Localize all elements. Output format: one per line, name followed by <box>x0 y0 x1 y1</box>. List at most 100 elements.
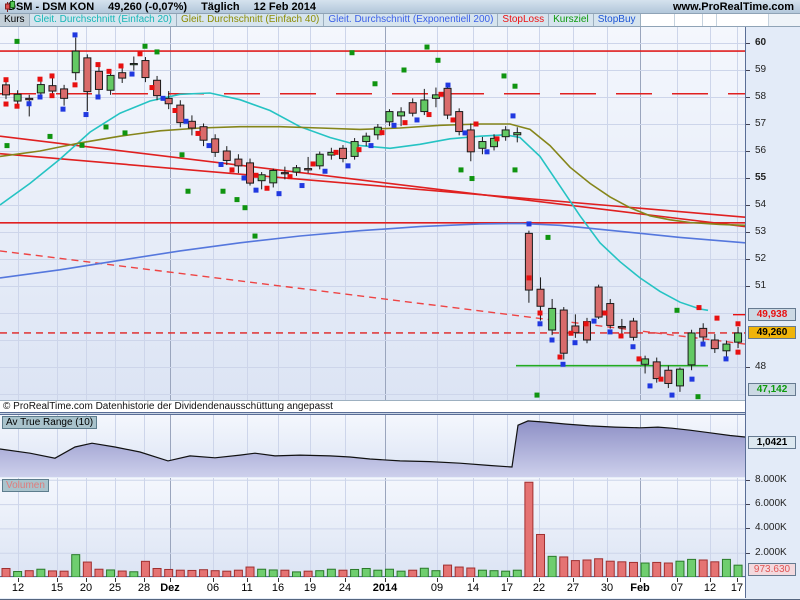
date-tick <box>607 578 608 582</box>
date-tick <box>710 578 711 582</box>
price-tick <box>746 259 750 260</box>
date-tick-label: 27 <box>566 582 580 594</box>
atr-area-fill <box>0 420 745 477</box>
legend-item-kurs[interactable]: Kurs <box>0 14 30 26</box>
volume-value-box: 973.630 <box>748 563 796 576</box>
price-tick <box>746 367 750 368</box>
atr-indicator-panel[interactable] <box>0 415 745 477</box>
last-price-change: 49,260 (-0,07%) <box>108 0 188 13</box>
date-tick-label: 24 <box>338 582 352 594</box>
ma-line-sma40 <box>0 123 745 227</box>
price-tick-label: 60 <box>755 37 767 48</box>
date-tick <box>18 578 19 582</box>
price-tick-label: 57 <box>755 118 767 129</box>
legend-empty-cell <box>674 14 703 26</box>
price-tick-label: 58 <box>755 91 767 102</box>
date-tick-label: Feb <box>630 582 650 594</box>
prorealtime-url-link[interactable]: www.ProRealTime.com <box>672 0 794 13</box>
volume-tick-label: 4.000K <box>755 522 787 534</box>
volume-tick <box>746 504 750 506</box>
volume-tick <box>746 479 750 481</box>
date-tick-label: 12 <box>703 582 717 594</box>
price-tick <box>746 43 750 44</box>
date-tick <box>115 578 116 582</box>
price-tick-label: 48 <box>755 361 767 372</box>
date-tick-label: 22 <box>532 582 546 594</box>
date-tick-label: 2014 <box>372 582 398 594</box>
date-tick <box>507 578 508 582</box>
volume-panel[interactable] <box>0 478 745 577</box>
price-tick-label: 51 <box>755 280 767 291</box>
ma-line-ema200 <box>0 222 745 279</box>
price-tick <box>746 97 750 98</box>
legend-item-gleit-durchschnitt-exponentiell-200-[interactable]: Gleit. Durchschnitt (Exponentiell 200) <box>324 14 499 26</box>
volume-tick-label: 2.000K <box>755 546 787 558</box>
atr-line <box>0 420 745 468</box>
date-tick-label: 30 <box>600 582 614 594</box>
date-tick <box>247 578 248 582</box>
atr-value-box: 1,0421 <box>748 436 796 449</box>
price-tick <box>746 286 750 287</box>
price-chart-canvas[interactable] <box>0 27 745 400</box>
legend-item-gleit-durchschnitt-einfach-20-[interactable]: Gleit. Durchschnitt (Einfach 20) <box>29 14 177 26</box>
symbol-title: DSM - DSM KON <box>8 0 95 13</box>
signal-markers <box>3 32 741 400</box>
price-label-box: 49,260 <box>748 325 796 339</box>
panel-separator <box>0 413 800 415</box>
volume-tick <box>746 528 750 530</box>
ma-line-sma20 <box>0 92 709 312</box>
legend-empty-cell <box>716 14 769 26</box>
date-tick <box>345 578 346 582</box>
legend-empty-cell <box>640 14 675 26</box>
indicator-legend-bar: Kurs Gleit. Durchschnitt (Einfach 20) Glei… <box>0 14 800 27</box>
horizontal-gridlines <box>0 43 745 395</box>
price-tick-label: 56 <box>755 145 767 156</box>
date-tick <box>57 578 58 582</box>
date-tick <box>278 578 279 582</box>
legend-item-gleit-durchschnitt-einfach-40-[interactable]: Gleit. Durchschnitt (Einfach 40) <box>176 14 325 26</box>
legend-item-stopbuy[interactable]: StopBuy <box>593 14 641 26</box>
price-tick-label: 53 <box>755 226 767 237</box>
date-tick <box>213 578 214 582</box>
date-tick-label: 20 <box>79 582 93 594</box>
price-tick-label: 59 <box>755 64 767 75</box>
date-tick <box>86 578 87 582</box>
date-tick <box>385 578 386 582</box>
candlestick-app-icon <box>5 0 15 12</box>
price-axis[interactable]: 60 59 58 57 56 55 54 53 52 51 48 49,938 49,260 47,142… <box>745 27 800 598</box>
legend-item-stoploss[interactable]: StopLoss <box>498 14 550 26</box>
copyright-note: © ProRealTime.com Datenhistorie der Divi… <box>0 400 745 413</box>
timeframe-label: Täglich <box>201 0 240 13</box>
volume-tick <box>746 552 750 554</box>
date-tick-label: 17 <box>730 582 744 594</box>
atr-canvas[interactable] <box>0 415 745 477</box>
date-tick-label: 25 <box>108 582 122 594</box>
price-tick-label: 55 <box>755 172 767 183</box>
price-tick <box>746 205 750 206</box>
price-tick-label: 54 <box>755 199 767 210</box>
date-tick <box>737 578 738 582</box>
date-tick-label: 07 <box>670 582 684 594</box>
legend-item-kursziel[interactable]: Kursziel <box>549 14 594 26</box>
date-tick-label: 19 <box>303 582 317 594</box>
price-tick <box>746 178 750 179</box>
price-chart-panel[interactable] <box>0 27 745 400</box>
date-tick-label: 15 <box>50 582 64 594</box>
candlestick-series <box>2 37 743 392</box>
price-tick <box>746 124 750 125</box>
volume-gridlines <box>0 479 745 554</box>
time-axis[interactable]: 12 15 20 25 28 Dez 06 11 16 19 24 2014 09 14 17 22 27 30 F… <box>0 578 745 598</box>
date-tick <box>640 578 641 582</box>
volume-canvas[interactable] <box>0 478 745 577</box>
vertical-gridlines <box>18 478 738 577</box>
date-tick <box>539 578 540 582</box>
date-tick-label: 12 <box>11 582 25 594</box>
volume-tick-label: 8.000K <box>755 473 787 485</box>
date-tick-label: 16 <box>271 582 285 594</box>
atr-panel-label[interactable]: Av True Range (10) <box>2 416 98 429</box>
date-tick-label: 17 <box>500 582 514 594</box>
volume-panel-label[interactable]: Volumen <box>2 479 49 492</box>
date-tick-label: 09 <box>430 582 444 594</box>
date-tick <box>677 578 678 582</box>
